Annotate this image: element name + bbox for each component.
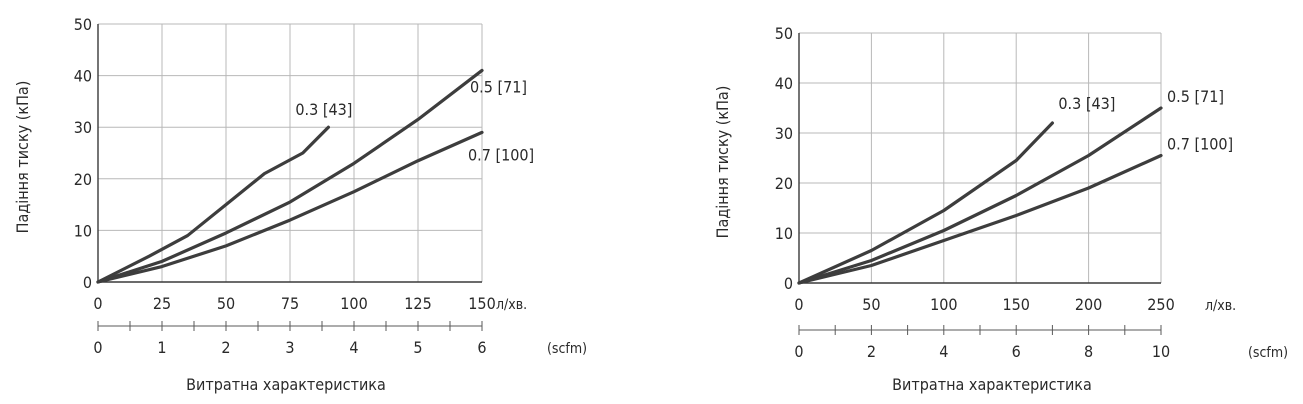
series-label: 0.5 [71]: [470, 77, 527, 96]
x2-tick-label: 2: [221, 338, 230, 357]
series-line: [797, 153, 1163, 285]
y-tick-label: 20: [74, 170, 92, 189]
y-tick-label: 50: [74, 15, 92, 34]
x-tick-label: 100: [340, 294, 367, 313]
series-line: [96, 125, 330, 284]
y-tick-label: 20: [775, 174, 793, 193]
x-tick-label: 100: [930, 295, 957, 314]
y-tick-label: 10: [74, 221, 92, 240]
y-tick-label: 40: [775, 74, 793, 93]
x-tick-label: 250: [1147, 295, 1174, 314]
x2-tick-label: 0: [794, 342, 803, 361]
x-tick-label: 150: [1002, 295, 1029, 314]
x2-tick-label: 6: [1012, 342, 1021, 361]
x2-tick-label: 2: [867, 342, 876, 361]
series-line: [96, 68, 484, 284]
x-tick-label: 50: [217, 294, 235, 313]
x-tick-label: 150: [468, 294, 495, 313]
x-tick-label: 75: [281, 294, 299, 313]
x2-unit-label: (scfm): [547, 341, 587, 357]
y-tick-label: 50: [775, 24, 793, 43]
x-axis-title: Витратна характеристика: [892, 375, 1092, 394]
y-axis-title: Падіння тиску (кПа): [713, 86, 732, 239]
series-label: 0.3 [43]: [1058, 94, 1115, 113]
x-unit-label: л/хв.: [1205, 298, 1236, 314]
x2-tick-label: 1: [157, 338, 166, 357]
y-tick-label: 10: [775, 224, 793, 243]
x2-tick-label: 4: [349, 338, 358, 357]
x2-tick-label: 3: [285, 338, 294, 357]
x-axis-title: Витратна характеристика: [186, 375, 386, 394]
x2-tick-label: 5: [413, 338, 422, 357]
series-line: [797, 121, 1054, 285]
x2-tick-label: 6: [477, 338, 486, 357]
x2-tick-label: 10: [1152, 342, 1170, 361]
series-line: [96, 130, 484, 284]
series-label: 0.7 [100]: [468, 145, 534, 164]
y-tick-label: 40: [74, 67, 92, 86]
y-axis-title: Падіння тиску (кПа): [13, 81, 32, 234]
x2-tick-label: 4: [939, 342, 948, 361]
x2-tick-label: 0: [93, 338, 102, 357]
y-tick-label: 30: [74, 118, 92, 137]
x-unit-label: л/хв.: [496, 297, 527, 313]
series-line: [797, 106, 1163, 285]
series-label: 0.7 [100]: [1167, 135, 1233, 154]
x-tick-label: 125: [404, 294, 431, 313]
y-tick-label: 0: [784, 274, 793, 293]
x-tick-label: 50: [862, 295, 880, 314]
series-label: 0.3 [43]: [295, 100, 352, 119]
series-label: 0.5 [71]: [1167, 87, 1224, 106]
y-tick-label: 0: [83, 273, 92, 292]
x2-unit-label: (scfm): [1248, 345, 1288, 361]
y-tick-label: 30: [775, 124, 793, 143]
x-tick-label: 0: [93, 294, 102, 313]
x2-tick-label: 8: [1084, 342, 1093, 361]
x-tick-label: 0: [794, 295, 803, 314]
x-tick-label: 25: [153, 294, 171, 313]
x-tick-label: 200: [1075, 295, 1102, 314]
